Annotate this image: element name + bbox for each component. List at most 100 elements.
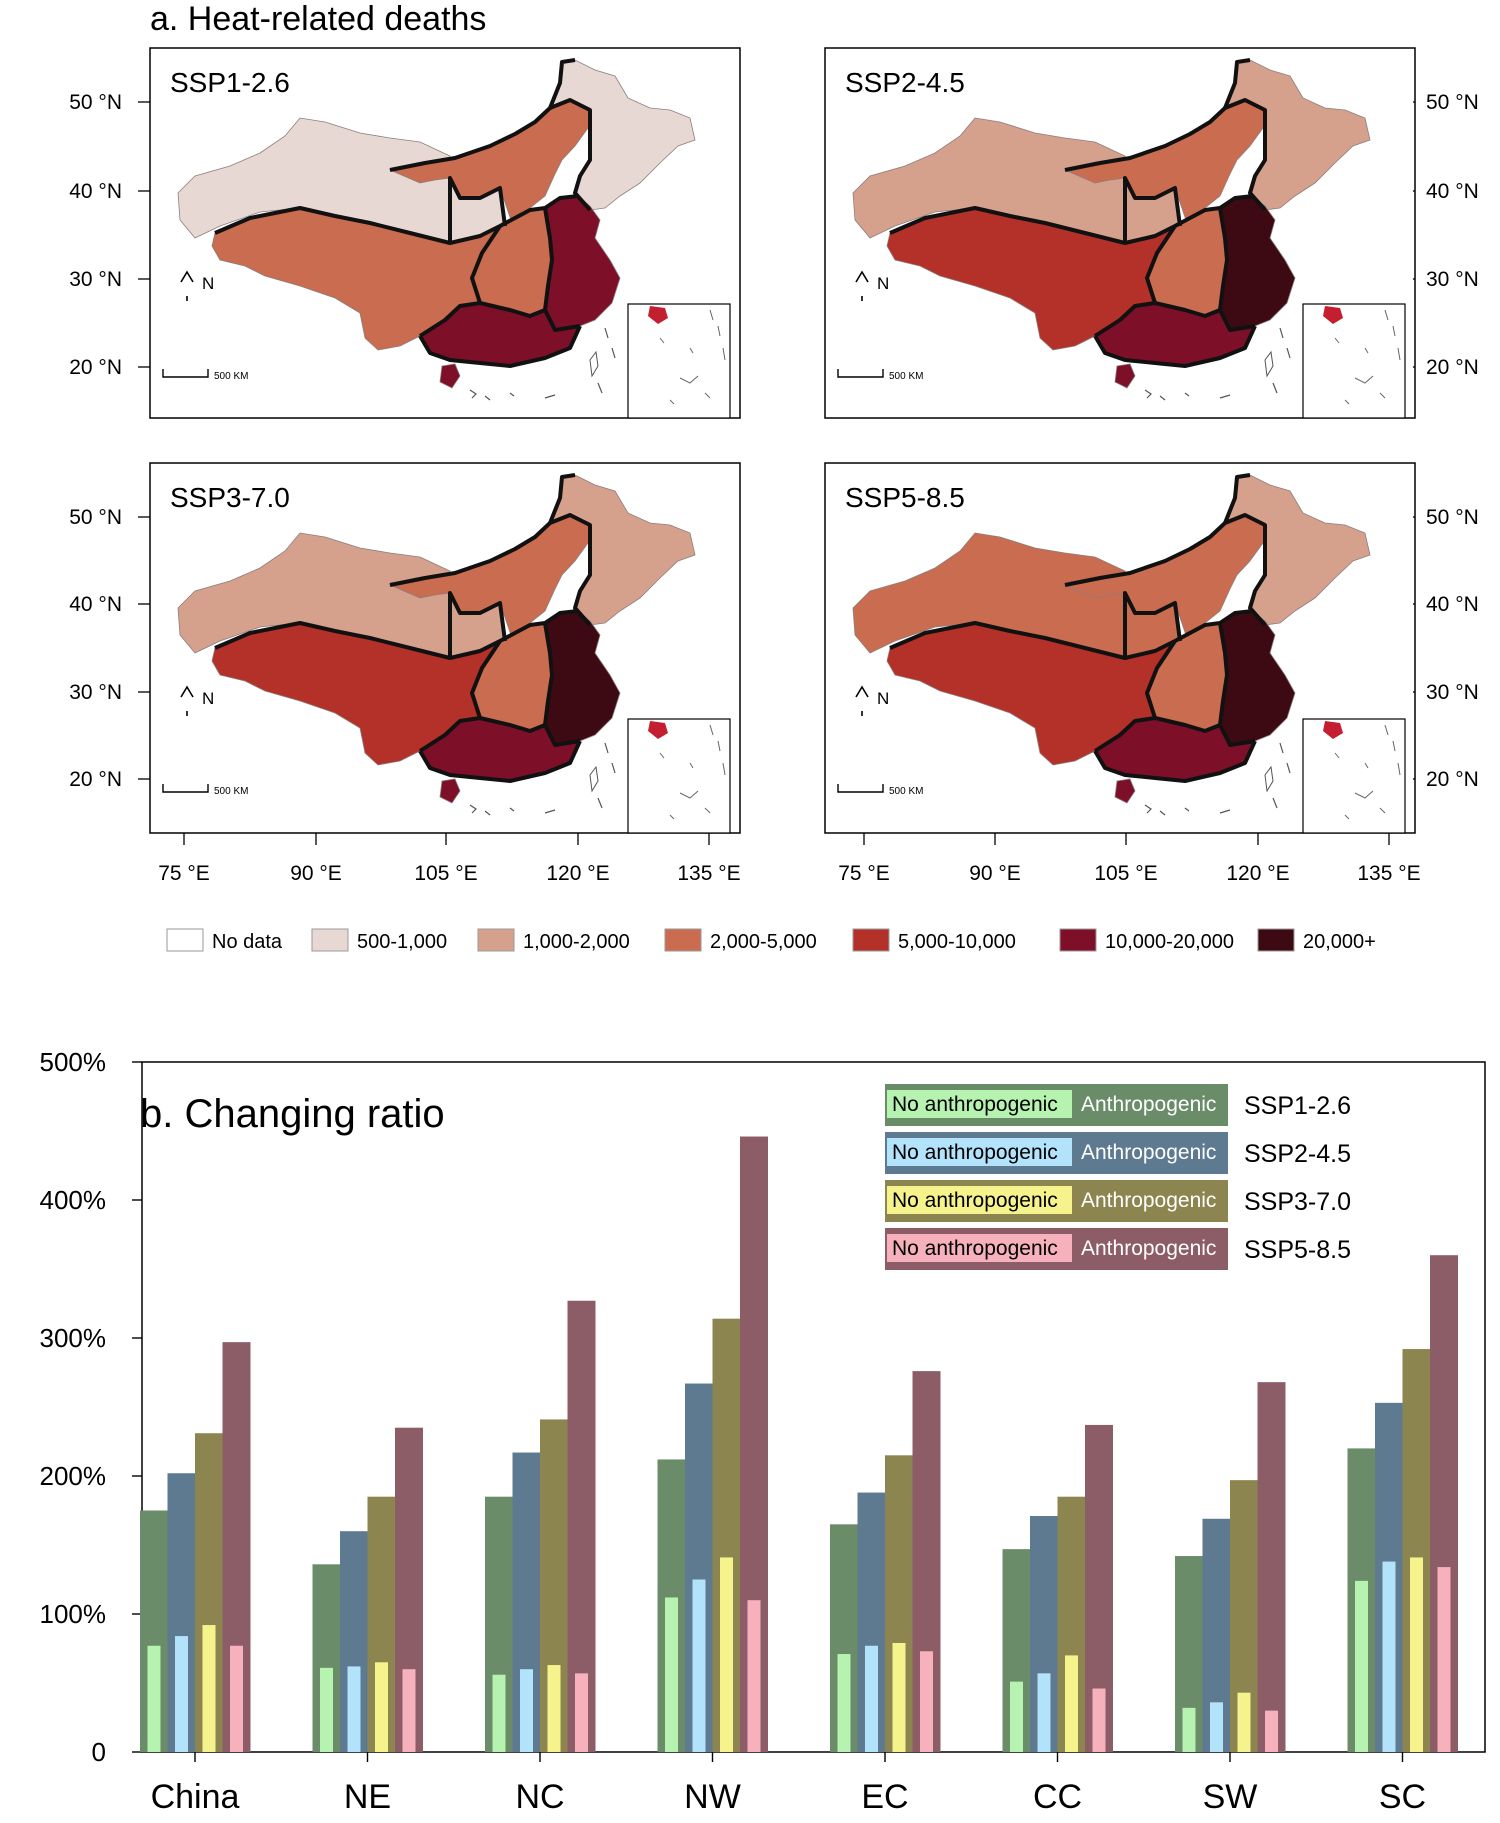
legend-anthro-label: Anthropogenic: [1081, 1237, 1216, 1260]
x-tick-label: CC: [1033, 1778, 1082, 1816]
chart-title: b. Changing ratio: [140, 1092, 445, 1136]
latitude-label-right: 40 °N: [1426, 180, 1479, 203]
legend-label: 10,000-20,000: [1105, 931, 1234, 953]
legend-label: 2,000-5,000: [710, 931, 817, 953]
region-hainan: [439, 778, 461, 804]
legend-series-name: SSP3-7.0: [1244, 1188, 1351, 1216]
bar-ssp2-4.5-no-anthropogenic-china: [175, 1636, 188, 1752]
scenario-label: SSP5-8.5: [845, 482, 965, 513]
latitude-label-right: 50 °N: [1426, 91, 1479, 114]
bar-ssp5-8.5-no-anthropogenic-sc: [1437, 1567, 1451, 1752]
bar-ssp3-7.0-no-anthropogenic-ec: [892, 1642, 906, 1752]
scenario-label: SSP2-4.5: [845, 67, 965, 98]
latitude-label-left: 50 °N: [69, 91, 122, 114]
taiwan-outline: [589, 350, 599, 378]
china-map: [177, 58, 731, 419]
legend-swatch: [1059, 928, 1097, 952]
bar-ssp3-7.0-no-anthropogenic-china: [202, 1625, 216, 1752]
bar-ssp2-4.5-no-anthropogenic-nw: [692, 1579, 706, 1752]
legend-swatch: [664, 928, 702, 952]
legend-no-swatch: [887, 1138, 1072, 1166]
legend-no-label: No anthropogenic: [892, 1093, 1058, 1116]
bar-ssp5-8.5-no-anthropogenic-ne: [402, 1669, 416, 1752]
bar-ssp1-2.6-no-anthropogenic-nw: [665, 1597, 678, 1752]
legend-label: 1,000-2,000: [523, 931, 630, 953]
legend-anthro-label: Anthropogenic: [1081, 1141, 1216, 1164]
region-hainan: [1114, 363, 1136, 389]
scenario-label: SSP3-7.0: [170, 482, 290, 513]
legend-no-label: No anthropogenic: [892, 1189, 1058, 1212]
region-hainan: [439, 363, 461, 389]
legend-anthro-label: Anthropogenic: [1081, 1189, 1216, 1212]
region-borders: [889, 473, 1267, 783]
bar-ssp2-4.5-no-anthropogenic-sw: [1210, 1702, 1223, 1752]
bar-ssp3-7.0-no-anthropogenic-sc: [1410, 1557, 1423, 1752]
y-tick-label: 500%: [40, 1047, 107, 1077]
bar-ssp2-4.5-no-anthropogenic-nc: [520, 1669, 533, 1752]
north-label: N: [877, 689, 889, 708]
bar-ssp1-2.6-no-anthropogenic-china: [147, 1645, 161, 1752]
bar-ssp3-7.0-no-anthropogenic-nc: [547, 1665, 561, 1752]
longitude-labels: 75 °E 90 °E 105 °E 120 °E 135 °E 75 °E 90 °E 10…: [158, 833, 1421, 885]
x-tick-label: NC: [515, 1778, 564, 1816]
map-panel-ssp2-4.5: SSP2-4.5 N 500 KM: [824, 47, 1416, 419]
legend-no-label: No anthropogenic: [892, 1141, 1058, 1164]
longitude-label: 75 °E: [838, 862, 890, 885]
taiwan-outline: [1264, 350, 1274, 378]
bar-chart: b. Changing ratio 0100%200%300%400%500% …: [40, 1047, 1486, 1816]
bar-ssp2-4.5-no-anthropogenic-ne: [347, 1666, 361, 1752]
scale-bar: [162, 369, 209, 378]
bar-ssp5-8.5-anthropogenic-sw: [1257, 1382, 1286, 1752]
legend-swatch: [311, 928, 349, 952]
map-legend: No data 500-1,000 1,000-2,000 2,000-5,000 5,…: [166, 928, 1376, 953]
longitude-label: 90 °E: [290, 862, 342, 885]
map-panel-ssp5-8.5: SSP5-8.5 N 500 KM: [824, 462, 1416, 834]
chart-legend: No anthropogenic Anthropogenic SSP1-2.6 No …: [885, 1084, 1351, 1270]
latitude-label-right: 20 °N: [1426, 768, 1479, 791]
sea-islands: [469, 742, 616, 816]
latitude-labels: 50 °N 50 °N 40 °N 40 °N 30 °N 30 °N 20 °N 20 °N…: [69, 91, 1479, 791]
bar-ssp5-8.5-no-anthropogenic-cc: [1092, 1688, 1106, 1752]
bar-ssp5-8.5-no-anthropogenic-nw: [747, 1600, 761, 1752]
bar-ssp5-8.5-no-anthropogenic-sw: [1265, 1710, 1278, 1752]
bar-ssp2-4.5-no-anthropogenic-cc: [1037, 1673, 1051, 1752]
longitude-label: 135 °E: [677, 862, 740, 885]
plot-frame: [141, 1061, 1486, 1753]
north-arrow-icon: [180, 685, 194, 698]
latitude-label-right: 30 °N: [1426, 268, 1479, 291]
scale-label: 500 KM: [889, 371, 923, 382]
latitude-label-right: 20 °N: [1426, 356, 1479, 379]
bar-ssp1-2.6-no-anthropogenic-ne: [320, 1667, 333, 1752]
latitude-label-left: 40 °N: [69, 593, 122, 616]
y-tick-label: 300%: [40, 1323, 107, 1353]
inset-landmass: [648, 306, 668, 324]
bar-ssp1-2.6-no-anthropogenic-cc: [1010, 1681, 1023, 1752]
inset-frame: [627, 303, 731, 419]
longitude-label: 105 °E: [1094, 862, 1157, 885]
x-tick-label: SW: [1203, 1778, 1258, 1816]
scale-bar: [162, 784, 209, 793]
legend-label: 5,000-10,000: [898, 931, 1016, 953]
longitude-label: 120 °E: [1226, 862, 1289, 885]
legend-label: 500-1,000: [357, 931, 447, 953]
legend-swatch: [166, 928, 204, 952]
bar-ssp3-7.0-no-anthropogenic-sw: [1237, 1692, 1251, 1752]
map-panel-ssp1-2.6: SSP1-2.6 N 500 KM: [149, 47, 741, 419]
map-panels: SSP1-2.6 N 500 KM: [149, 47, 1416, 834]
north-arrow-icon: [855, 685, 869, 698]
legend-series-name: SSP1-2.6: [1244, 1092, 1351, 1120]
legend-anthro-label: Anthropogenic: [1081, 1093, 1216, 1116]
legend-label: No data: [212, 931, 283, 953]
bar-ssp2-4.5-no-anthropogenic-ec: [865, 1645, 878, 1752]
map-panel-ssp3-7.0: SSP3-7.0 N 500 KM: [149, 462, 741, 834]
y-tick-label: 200%: [40, 1461, 107, 1491]
longitude-label: 105 °E: [414, 862, 477, 885]
x-tick-label: NW: [684, 1778, 741, 1816]
region-borders: [214, 473, 592, 783]
y-axis: 0 100% 200% 300% 400% 500%: [40, 1047, 142, 1767]
scale-label: 500 KM: [214, 786, 248, 797]
longitude-label: 90 °E: [969, 862, 1021, 885]
legend-series-name: SSP2-4.5: [1244, 1140, 1351, 1168]
north-arrow-icon: [855, 270, 869, 283]
